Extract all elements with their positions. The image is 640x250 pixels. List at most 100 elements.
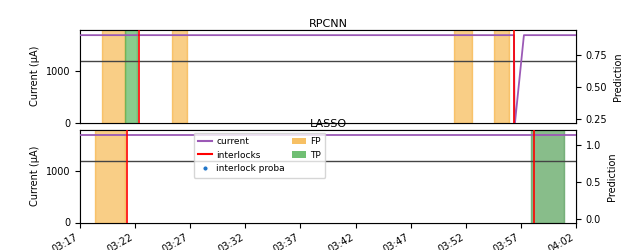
Point	[380, 215, 390, 219]
Point	[266, 111, 276, 115]
Point	[522, 216, 532, 220]
Point	[124, 212, 134, 216]
Point	[237, 216, 248, 220]
Point	[132, 216, 143, 220]
Point	[79, 208, 90, 212]
Point	[515, 216, 525, 220]
Point	[117, 216, 127, 220]
Point	[118, 216, 129, 220]
Point	[260, 215, 271, 219]
Point	[120, 216, 131, 220]
Point	[451, 80, 461, 84]
Point	[307, 217, 317, 221]
Point	[326, 216, 336, 220]
Title: RPCNN: RPCNN	[308, 19, 348, 29]
Point	[186, 215, 196, 219]
Point	[366, 215, 376, 219]
Point	[339, 217, 349, 221]
Point	[552, 216, 563, 220]
Point	[260, 91, 270, 95]
Point	[352, 216, 362, 220]
Point	[451, 215, 461, 219]
Point	[180, 216, 191, 220]
Point	[380, 216, 390, 220]
Point	[95, 216, 106, 220]
Point	[478, 103, 488, 107]
Point	[390, 216, 400, 220]
Point	[536, 116, 546, 119]
Point	[388, 215, 399, 219]
Point	[161, 215, 171, 219]
Point	[150, 216, 160, 220]
Point	[564, 217, 574, 221]
Point	[408, 217, 419, 221]
Point	[310, 217, 320, 221]
Bar	[102, 30, 125, 122]
Point	[358, 216, 368, 220]
Point	[214, 216, 224, 220]
Point	[391, 216, 401, 220]
Point	[369, 216, 380, 220]
Point	[467, 217, 477, 221]
Point	[268, 215, 278, 219]
Point	[111, 215, 122, 219]
Point	[300, 217, 310, 221]
Point	[339, 216, 349, 220]
Point	[133, 216, 143, 220]
Point	[304, 215, 314, 219]
Point	[359, 215, 369, 219]
Point	[214, 90, 224, 94]
Point	[566, 216, 577, 220]
Point	[163, 103, 173, 107]
Point	[82, 216, 92, 220]
Point	[253, 216, 264, 220]
Point	[408, 215, 418, 219]
Point	[334, 216, 344, 220]
Point	[362, 215, 372, 219]
Point	[519, 216, 529, 220]
Point	[415, 75, 425, 79]
Point	[146, 216, 156, 220]
Point	[389, 96, 399, 100]
Point	[448, 216, 458, 220]
Point	[206, 72, 216, 76]
Point	[307, 216, 317, 220]
Point	[425, 216, 435, 220]
Point	[326, 86, 336, 90]
Point	[84, 216, 94, 220]
Point	[280, 216, 290, 220]
Point	[524, 215, 534, 219]
Point	[330, 90, 340, 94]
Point	[86, 214, 96, 218]
Point	[556, 217, 566, 221]
Point	[429, 89, 440, 93]
Point	[226, 71, 236, 75]
Point	[212, 215, 223, 219]
Point	[125, 216, 135, 220]
Point	[319, 216, 329, 220]
Point	[547, 216, 557, 220]
Point	[349, 216, 360, 220]
Point	[460, 216, 470, 220]
Point	[324, 216, 335, 220]
Point	[552, 215, 563, 219]
Point	[118, 210, 129, 214]
Point	[261, 216, 271, 220]
Point	[139, 216, 149, 220]
Point	[233, 215, 243, 219]
Point	[189, 95, 200, 99]
Point	[143, 90, 154, 94]
Point	[161, 216, 171, 220]
Point	[528, 216, 538, 220]
Point	[331, 216, 341, 220]
Point	[297, 216, 307, 220]
Point	[324, 216, 335, 220]
Point	[95, 209, 106, 213]
Point	[520, 216, 530, 220]
Point	[350, 216, 360, 220]
Point	[168, 216, 179, 220]
Point	[296, 102, 306, 106]
Point	[483, 216, 493, 220]
Point	[568, 216, 578, 220]
Point	[339, 77, 349, 81]
